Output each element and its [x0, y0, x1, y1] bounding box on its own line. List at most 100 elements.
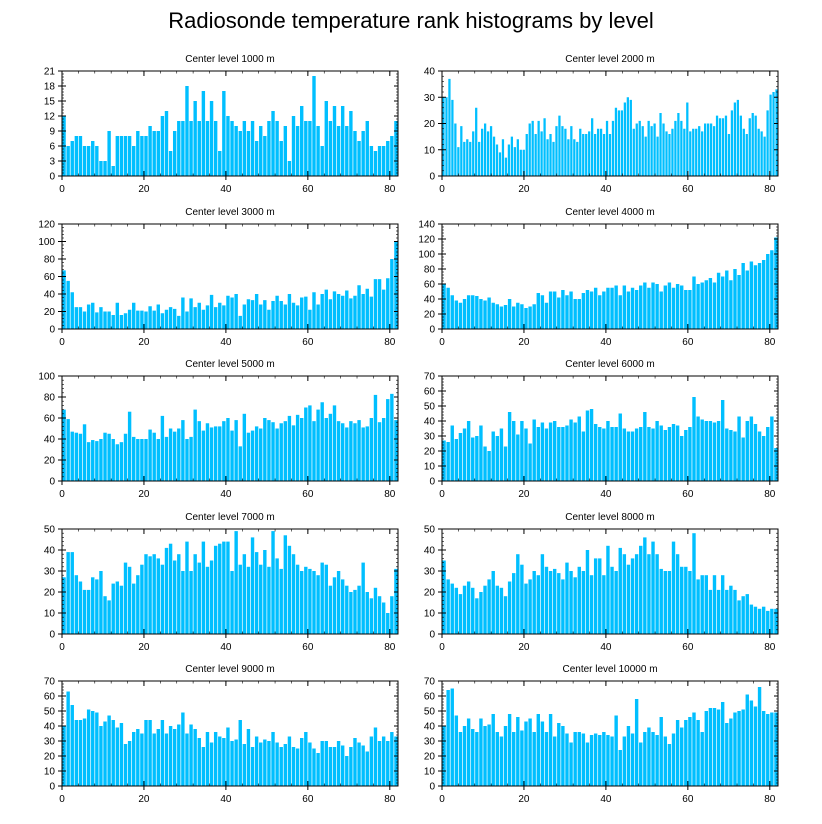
- y-tick-label: 50: [424, 525, 436, 536]
- bar: [267, 420, 271, 481]
- bar: [242, 554, 247, 634]
- bar: [663, 736, 668, 786]
- bar: [725, 428, 729, 481]
- bar: [390, 596, 394, 634]
- bar: [70, 552, 74, 634]
- bar: [569, 419, 573, 481]
- bar: [614, 285, 618, 329]
- bar: [82, 146, 87, 176]
- bar: [598, 427, 602, 481]
- bar: [531, 120, 534, 177]
- bar: [651, 282, 655, 329]
- bar: [361, 294, 365, 329]
- bar: [522, 149, 525, 176]
- bar: [495, 144, 499, 176]
- bar: [751, 113, 754, 176]
- bar: [471, 295, 475, 329]
- bar: [250, 300, 255, 330]
- bar: [259, 428, 263, 481]
- bar: [446, 579, 450, 634]
- y-tick-label: 0: [429, 325, 435, 336]
- bar: [234, 294, 238, 329]
- bar: [377, 422, 382, 481]
- bar: [127, 741, 132, 786]
- bar: [745, 421, 749, 481]
- bar: [671, 424, 676, 481]
- bar: [745, 134, 748, 176]
- bar: [462, 585, 467, 634]
- bar: [588, 131, 591, 177]
- bar: [724, 115, 728, 177]
- panel-7: Center level 7000 m 0 10 20 30 40 50 0 20 40 60 80: [44, 512, 399, 653]
- bar: [458, 732, 463, 786]
- bar: [373, 279, 378, 330]
- bar: [555, 126, 558, 177]
- bar: [78, 720, 83, 786]
- bar: [540, 131, 543, 177]
- bar: [136, 310, 140, 330]
- bar: [643, 537, 647, 634]
- bar: [386, 278, 390, 329]
- bar: [626, 726, 631, 786]
- bar: [528, 579, 532, 634]
- bar: [662, 123, 665, 176]
- bar: [172, 308, 177, 330]
- bar: [745, 270, 749, 329]
- bar: [573, 299, 577, 329]
- panel-title: Center level 9000 m: [185, 664, 275, 675]
- bar: [512, 732, 516, 786]
- bar: [675, 284, 680, 329]
- bar: [209, 742, 214, 786]
- bar: [144, 554, 148, 634]
- bar: [573, 577, 577, 634]
- bar: [324, 564, 328, 634]
- x-tick-label: 40: [220, 184, 232, 195]
- bar: [328, 413, 333, 481]
- bar: [78, 307, 83, 330]
- bar: [254, 294, 259, 329]
- bar: [643, 412, 647, 481]
- bar: [725, 723, 729, 786]
- bar: [462, 726, 467, 786]
- bar: [205, 423, 210, 481]
- bar: [267, 741, 271, 786]
- bar: [491, 302, 495, 329]
- bar: [172, 131, 177, 176]
- bar: [66, 146, 70, 176]
- bar: [667, 427, 672, 481]
- y-tick-label: 20: [424, 310, 436, 321]
- bar: [749, 604, 754, 634]
- bar: [152, 310, 156, 330]
- bar: [475, 296, 479, 329]
- panel-title: Center level 1000 m: [185, 54, 275, 65]
- bar: [766, 427, 770, 481]
- bar: [737, 600, 741, 634]
- bar: [532, 732, 536, 786]
- x-tick-label: 20: [518, 642, 530, 653]
- bar: [716, 421, 721, 481]
- bar: [181, 712, 185, 786]
- bar: [308, 568, 312, 634]
- y-tick-label: 20: [44, 752, 56, 763]
- bar: [708, 421, 713, 481]
- bar: [291, 116, 296, 176]
- bar: [454, 439, 459, 481]
- bar: [91, 440, 95, 481]
- bar: [667, 571, 672, 634]
- bar: [70, 705, 74, 786]
- bar: [164, 547, 169, 634]
- bar: [483, 123, 487, 176]
- bar: [95, 146, 99, 176]
- bar: [708, 708, 713, 786]
- bar: [295, 414, 300, 481]
- bar: [238, 564, 242, 634]
- bar: [295, 564, 300, 634]
- bar: [119, 585, 124, 634]
- bar: [680, 120, 683, 177]
- bar: [308, 405, 312, 481]
- bar: [250, 537, 255, 634]
- x-tick-label: 40: [220, 337, 232, 348]
- bar: [499, 587, 504, 634]
- bar: [675, 554, 680, 634]
- bar: [373, 587, 378, 634]
